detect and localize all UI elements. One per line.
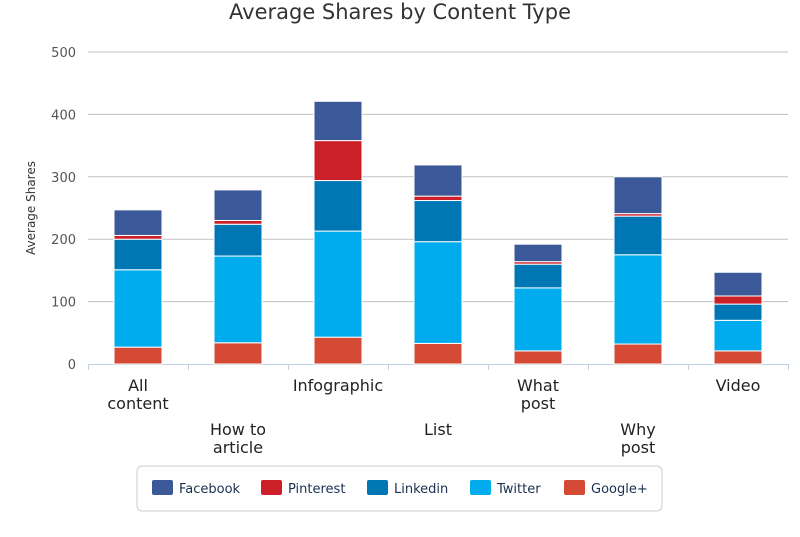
x-tick-label: Video: [716, 376, 761, 395]
bar-segment-google: [213, 342, 263, 365]
x-tick-label: All: [128, 376, 148, 395]
x-tick-label: List: [424, 420, 452, 439]
bar-segment-linkedin: [413, 200, 463, 243]
bar-segment-facebook: [613, 176, 663, 215]
chart-title: Average Shares by Content Type: [229, 0, 571, 24]
bar-segment-twitter: [413, 241, 463, 344]
x-tick-label: What: [517, 376, 559, 395]
x-tick-label: post: [521, 394, 556, 413]
bar-segment-google: [413, 342, 463, 365]
bar-segment-facebook: [313, 100, 363, 142]
bar-segment-google: [313, 336, 363, 365]
bar-segment-linkedin: [313, 180, 363, 232]
bar-segment-linkedin: [113, 238, 163, 271]
bar-stack: [613, 176, 663, 365]
bar-segment-pinterest: [113, 234, 163, 240]
y-tick-label: 200: [51, 233, 76, 248]
bar-segment-linkedin: [713, 303, 763, 321]
bar-stack: [313, 100, 363, 365]
x-tick-label: post: [621, 438, 656, 457]
bar-segment-pinterest: [213, 219, 263, 225]
bar-stack: [413, 164, 463, 365]
y-tick-label: 100: [51, 296, 76, 311]
legend-label: Pinterest: [288, 482, 345, 497]
x-tick-label: article: [213, 438, 263, 457]
legend-swatch: [470, 480, 491, 495]
bar-segment-twitter: [113, 269, 163, 348]
bar-segment-twitter: [713, 319, 763, 352]
bar-segment-google: [513, 350, 563, 365]
bar-segment-linkedin: [613, 215, 663, 256]
bar-stack: [513, 243, 563, 365]
y-axis-title: Average Shares: [24, 161, 38, 255]
bar-stack: [713, 271, 763, 365]
legend-label: Google+: [591, 482, 648, 497]
bar-segment-twitter: [313, 230, 363, 338]
x-tick-label: content: [107, 394, 168, 413]
y-tick-label: 0: [68, 358, 76, 373]
bar-segment-pinterest: [413, 195, 463, 202]
legend-swatch: [367, 480, 388, 495]
bar-segment-twitter: [613, 254, 663, 345]
bar-segment-linkedin: [513, 263, 563, 289]
legend-box: [136, 465, 663, 512]
bar-segment-twitter: [513, 287, 563, 352]
bar-segment-google: [613, 343, 663, 365]
legend-item-google[interactable]: Google+: [564, 480, 648, 497]
bar-stack: [113, 209, 163, 365]
legend-item-pinterest[interactable]: Pinterest: [261, 480, 345, 497]
bar-segment-google: [113, 346, 163, 365]
bar-stack: [213, 189, 263, 365]
bar-segment-facebook: [413, 164, 463, 197]
legend-label: Facebook: [179, 482, 241, 497]
y-tick-label: 300: [51, 171, 76, 186]
y-tick-label: 400: [51, 108, 76, 123]
bar-segment-facebook: [513, 243, 563, 263]
legend-label: Linkedin: [394, 482, 448, 497]
bar-segment-facebook: [113, 209, 163, 236]
legend-item-linkedin[interactable]: Linkedin: [367, 480, 448, 497]
bar-segment-pinterest: [313, 140, 363, 182]
legend-item-facebook[interactable]: Facebook: [152, 480, 241, 497]
y-tick-label: 500: [51, 46, 76, 61]
x-tick-label: Why: [620, 420, 655, 439]
bar-segment-linkedin: [213, 223, 263, 257]
bar-segment-twitter: [213, 255, 263, 344]
x-tick-label: Infographic: [293, 376, 383, 395]
bar-segment-pinterest: [713, 295, 763, 305]
x-tick-label: How to: [210, 420, 266, 439]
bar-segment-facebook: [713, 271, 763, 297]
legend-swatch: [152, 480, 173, 495]
legend-item-twitter[interactable]: Twitter: [470, 480, 541, 497]
legend-swatch: [261, 480, 282, 495]
bar-segment-facebook: [213, 189, 263, 221]
legend-label: Twitter: [496, 482, 541, 497]
bar-segment-google: [713, 350, 763, 365]
legend-swatch: [564, 480, 585, 495]
